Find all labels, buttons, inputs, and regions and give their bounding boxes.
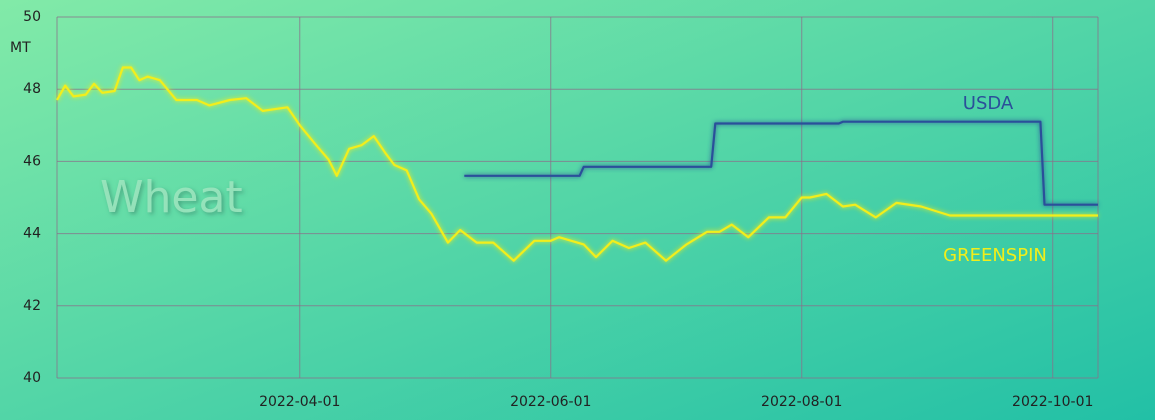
y-tick-label: 42 (23, 298, 41, 314)
y-tick-label: 40 (23, 370, 41, 386)
series-label: GREENSPIN (943, 245, 1047, 266)
y-tick-label: 44 (23, 226, 41, 242)
series-line (464, 120, 1098, 206)
series-line (56, 66, 1098, 262)
y-tick-label: 50 (23, 9, 41, 25)
x-tick-label: 2022-10-01 (1012, 394, 1093, 410)
watermark: Wheat (100, 172, 243, 223)
y-axis-label: MT (10, 40, 31, 56)
y-tick-label: 48 (23, 81, 41, 97)
x-tick-label: 2022-06-01 (510, 394, 591, 410)
x-tick-label: 2022-08-01 (761, 394, 842, 410)
x-tick-label: 2022-04-01 (259, 394, 340, 410)
y-tick-label: 46 (23, 153, 41, 169)
series-label: USDA (963, 93, 1014, 114)
